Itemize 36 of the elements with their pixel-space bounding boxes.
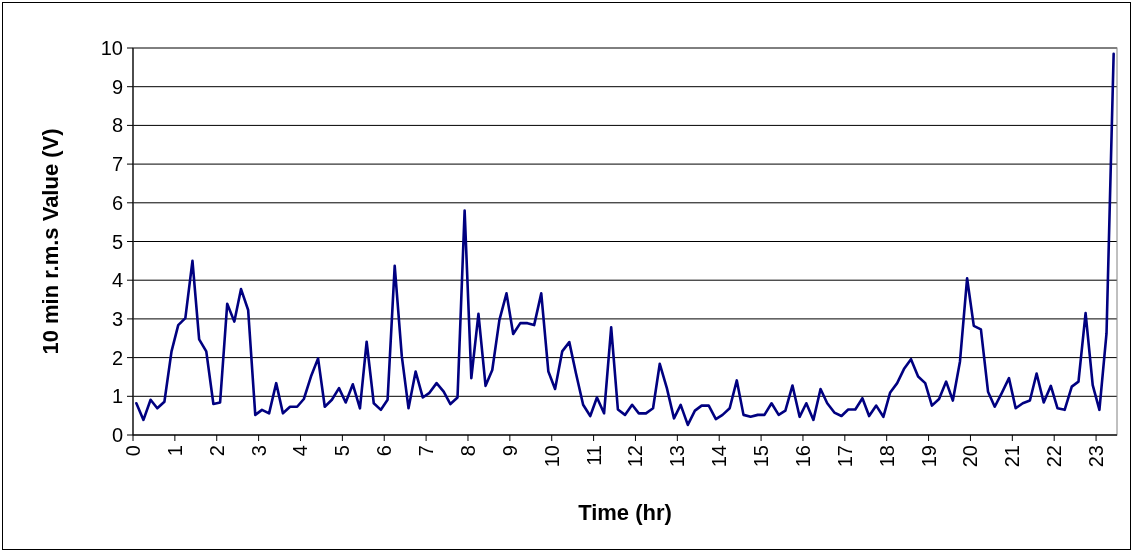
- y-tick-label: 3: [111, 307, 123, 330]
- y-tick-label: 6: [111, 191, 123, 214]
- x-tick-label: 9: [498, 445, 521, 457]
- x-tick-label: 16: [791, 445, 814, 468]
- x-tick-label: 19: [917, 445, 940, 468]
- y-tick-label: 5: [111, 230, 123, 253]
- y-tick-label: 8: [111, 114, 123, 137]
- x-tick-label: 7: [415, 445, 438, 457]
- y-tick-label: 1: [111, 385, 123, 408]
- x-tick-label: 14: [708, 445, 731, 468]
- y-tick-label: 7: [111, 153, 123, 176]
- y-axis-title: 10 min r.m.s Value (V): [38, 128, 63, 355]
- x-tick-label: 18: [875, 445, 898, 468]
- x-tick-label: 22: [1043, 445, 1066, 468]
- x-tick-label: 21: [1001, 445, 1024, 468]
- x-tick-label: 10: [540, 445, 563, 468]
- x-tick-label: 23: [1085, 445, 1108, 468]
- x-tick-label: 0: [122, 445, 144, 457]
- x-tick-label: 6: [373, 445, 396, 457]
- x-tick-label: 5: [331, 445, 354, 457]
- x-tick-label: 3: [247, 445, 270, 457]
- x-tick-label: 17: [833, 445, 856, 468]
- x-tick-label: 2: [205, 445, 228, 457]
- y-tick-label: 4: [111, 269, 123, 292]
- x-axis-title: Time (hr): [578, 500, 672, 525]
- y-tick-label: 9: [111, 75, 123, 98]
- x-tick-label: 13: [666, 445, 689, 468]
- x-tick-label: 8: [456, 445, 479, 457]
- x-tick-label: 20: [959, 445, 982, 468]
- x-tick-label: 1: [163, 445, 186, 457]
- x-tick-label: 12: [624, 445, 647, 468]
- x-tick-label: 11: [582, 445, 605, 466]
- x-tick-label: 4: [289, 445, 312, 457]
- y-tick-label: 2: [111, 346, 123, 369]
- x-tick-label: 15: [750, 445, 773, 468]
- y-tick-label: 10: [100, 37, 123, 59]
